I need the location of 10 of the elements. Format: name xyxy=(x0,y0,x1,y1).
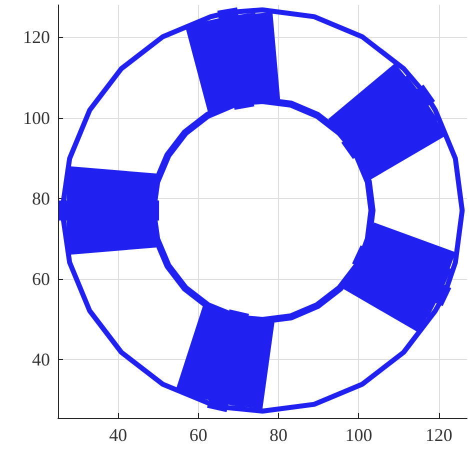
x-tick-label: 60 xyxy=(189,425,208,445)
x-tick-label: 120 xyxy=(425,425,452,445)
y-tick-label: 100 xyxy=(23,108,50,128)
y-tick-label: 60 xyxy=(32,268,50,289)
x-tick-label: 80 xyxy=(270,425,288,445)
y-tick-label: 40 xyxy=(32,350,50,370)
x-tick-label: 40 xyxy=(109,425,128,445)
y-tick-label: 80 xyxy=(32,188,50,208)
x-tick-label: 100 xyxy=(345,425,372,445)
y-tick-label: 120 xyxy=(23,27,50,48)
